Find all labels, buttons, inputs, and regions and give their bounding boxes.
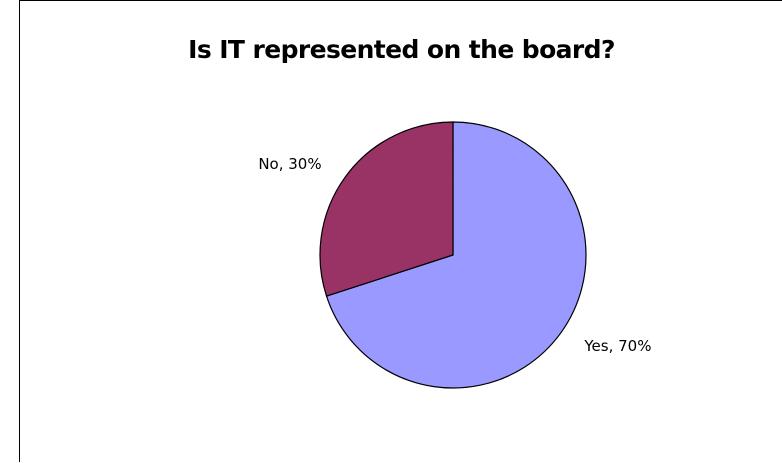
pie-slices <box>319 121 587 389</box>
pie-label-yes: Yes, 70% <box>583 337 651 355</box>
pie-labels: Yes, 70% No, 30% <box>258 155 651 355</box>
pie-chart: Yes, 70% No, 30% <box>258 121 651 389</box>
chart-area: Is IT represented on the board? Yes, 70%… <box>19 0 782 462</box>
pie-label-no: No, 30% <box>258 155 321 173</box>
pie-slice-no <box>319 121 454 297</box>
chart-title: Is IT represented on the board? <box>188 35 615 64</box>
pie-slice-yes <box>325 121 587 389</box>
